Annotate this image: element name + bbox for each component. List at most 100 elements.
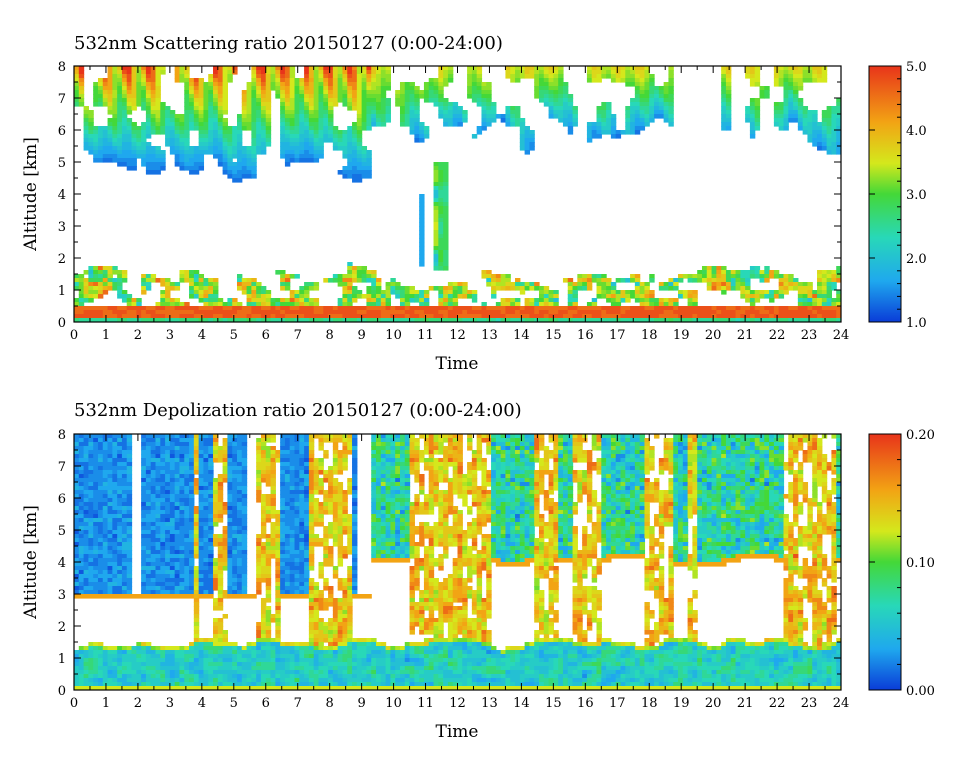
depolization-heatmap-cell — [165, 462, 171, 467]
scattering-heatmap-cell — [121, 78, 128, 83]
scattering-heatmap-cell — [352, 274, 358, 279]
scattering-heatmap-cell — [366, 102, 377, 107]
depolization-heatmap-cell — [721, 458, 732, 463]
depolization-heatmap-cell — [380, 470, 387, 475]
depolization-heatmap-cell — [308, 470, 315, 475]
depolization-heatmap-cell — [615, 486, 622, 491]
depolization-heatmap-cell — [299, 462, 305, 467]
scattering-heatmap-cell — [328, 102, 334, 107]
scattering-heatmap-cell — [414, 126, 420, 131]
depolization-heatmap-cell — [241, 450, 248, 455]
depolization-heatmap-cell — [270, 498, 276, 503]
scattering-heatmap-cell — [644, 114, 650, 119]
depolization-heatmap-cell — [572, 458, 578, 463]
scattering-heatmap-cell — [284, 106, 296, 111]
scattering-heatmap-cell — [749, 98, 756, 103]
scattering-heatmap-cell — [471, 318, 478, 322]
depolization-heatmap-cell — [462, 490, 468, 495]
scattering-heatmap-cell — [198, 122, 205, 127]
depolization-heatmap-cell — [682, 442, 689, 447]
scattering-heatmap-cell — [409, 110, 415, 115]
scattering-heatmap-cell — [433, 222, 439, 227]
depolization-heatmap-cell — [740, 482, 746, 487]
depolization-heatmap-cell — [332, 470, 339, 475]
scattering-heatmap-cell — [438, 170, 444, 175]
scattering-heatmap-cell — [764, 290, 770, 295]
depolization-heatmap-cell — [586, 462, 598, 467]
scattering-heatmap-cell — [471, 290, 478, 295]
depolization-heatmap-cell — [769, 466, 775, 471]
scattering-heatmap-cell — [692, 294, 698, 299]
scattering-heatmap-cell — [97, 126, 109, 131]
depolization-heatmap-cell — [687, 462, 693, 467]
depolization-heatmap-cell — [380, 478, 387, 483]
scattering-heatmap-cell — [141, 310, 147, 315]
depolization-heatmap-cell — [515, 482, 521, 487]
scattering-heatmap-cell — [342, 134, 348, 139]
scattering-heatmap-cell — [323, 306, 334, 311]
scattering-heatmap-cell — [83, 142, 89, 147]
depolization-heatmap-cell — [462, 486, 468, 491]
depolization-heatmap-cell — [399, 438, 406, 443]
depolization-heatmap-cell — [78, 494, 85, 499]
scattering-heatmap-cell — [131, 82, 137, 87]
depolization-heatmap-cell — [553, 454, 559, 459]
scattering-heatmap-cell — [495, 282, 507, 287]
scattering-heatmap-cell — [793, 70, 804, 75]
scattering-heatmap-cell — [308, 86, 315, 91]
depolization-heatmap-cell — [749, 442, 756, 447]
scattering-heatmap-cell — [366, 286, 372, 291]
scattering-heatmap-cell — [821, 286, 828, 291]
scattering-heatmap-cell — [184, 74, 190, 79]
depolization-heatmap-cell — [280, 498, 286, 503]
depolization-heatmap-cell — [610, 450, 622, 455]
scattering-heatmap-cell — [721, 102, 727, 107]
depolization-heatmap-cell — [812, 482, 818, 487]
scattering-heatmap-cell — [174, 114, 185, 119]
depolization-heatmap-cell — [241, 494, 248, 499]
scattering-heatmap-cell — [347, 102, 353, 107]
scattering-heatmap-cell — [78, 66, 85, 71]
scattering-heatmap-cell — [189, 90, 195, 95]
depolization-heatmap-cell — [404, 446, 411, 451]
scattering-heatmap-cell — [232, 314, 248, 319]
scattering-heatmap-cell — [721, 114, 727, 119]
depolization-heatmap-cell — [289, 458, 300, 463]
scattering-heatmap-cell — [562, 314, 574, 319]
scattering-heatmap-cell — [419, 94, 425, 99]
depolization-heatmap-cell — [352, 466, 358, 471]
scattering-heatmap-cell — [443, 234, 449, 239]
depolization-heatmap-cell — [759, 486, 765, 491]
depolization-heatmap-cell — [764, 478, 770, 483]
depolization-heatmap-cell — [601, 494, 607, 499]
depolization-heatmap-cell — [721, 470, 727, 475]
scattering-heatmap-cell — [356, 158, 363, 163]
scattering-heatmap-cell — [443, 286, 449, 291]
scattering-heatmap-cell — [749, 78, 761, 83]
scattering-heatmap-cell — [620, 278, 626, 283]
depolization-heatmap-cell — [284, 474, 291, 479]
scattering-heatmap-cell — [495, 286, 502, 291]
scattering-heatmap-cell — [323, 114, 329, 119]
depolization-heatmap-cell — [558, 442, 564, 447]
scattering-heatmap-cell — [213, 278, 219, 283]
scattering-heatmap-cell — [793, 282, 799, 287]
scattering-heatmap-cell — [184, 150, 195, 155]
depolization-heatmap-cell — [208, 466, 214, 471]
depolization-heatmap-cell — [376, 458, 382, 463]
scattering-heatmap-cell — [673, 310, 717, 315]
scattering-heatmap-cell — [404, 90, 415, 95]
scattering-heatmap-cell — [725, 66, 732, 71]
scattering-heatmap-cell — [538, 94, 545, 99]
scattering-heatmap-cell — [193, 122, 200, 127]
depolization-heatmap-cell — [745, 458, 751, 463]
depolization-heatmap-cell — [241, 454, 248, 459]
scattering-heatmap-cell — [366, 94, 382, 99]
scattering-heatmap-cell — [654, 318, 670, 322]
scattering-heatmap-cell — [308, 78, 315, 83]
scattering-heatmap-cell — [749, 70, 756, 75]
scattering-heatmap-cell — [366, 294, 372, 299]
scattering-heatmap-cell — [524, 130, 530, 135]
scattering-heatmap-cell — [524, 306, 535, 311]
scattering-heatmap-cell — [284, 66, 291, 71]
